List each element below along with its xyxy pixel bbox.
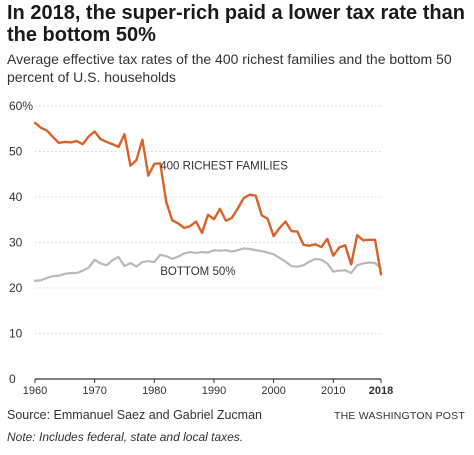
y-tick-label: 40 [9, 190, 23, 204]
x-tick-label: 2010 [321, 385, 345, 397]
x-tick-label: 2018 [369, 385, 393, 397]
y-tick-label: 60% [9, 99, 33, 113]
x-tick-label: 2000 [261, 385, 285, 397]
source-note: Source: Emmanuel Saez and Gabriel Zucman [7, 408, 262, 422]
x-tick-label: 1970 [82, 385, 106, 397]
y-tick-label: 20 [9, 281, 23, 295]
y-tick-label: 0 [9, 372, 16, 386]
chart-title: In 2018, the super-rich paid a lower tax… [7, 2, 465, 46]
footnote: Note: Includes federal, state and local … [7, 430, 244, 444]
y-tick-label: 10 [9, 327, 23, 341]
axes: 0 10 20 30 40 50 60% 1960 1970 1980 1990 2000 2010 20… [9, 99, 393, 397]
publisher-credit: THE WASHINGTON POST [334, 410, 465, 422]
y-tick-label: 30 [9, 236, 23, 250]
series-labels: 400 RICHEST FAMILIES BOTTOM 50% [160, 161, 288, 278]
y-tick-label: 50 [9, 145, 23, 159]
richest-families-label: 400 RICHEST FAMILIES [160, 161, 288, 173]
bottom-50-label: BOTTOM 50% [160, 266, 235, 278]
x-tick-label: 1960 [23, 385, 47, 397]
x-tick-label: 1980 [142, 385, 166, 397]
chart-subtitle: Average effective tax rates of the 400 r… [7, 51, 452, 85]
richest-families-line [33, 121, 383, 276]
x-tick-label: 1990 [202, 385, 226, 397]
bottom-50-line [33, 247, 383, 282]
series-lines [33, 121, 383, 282]
